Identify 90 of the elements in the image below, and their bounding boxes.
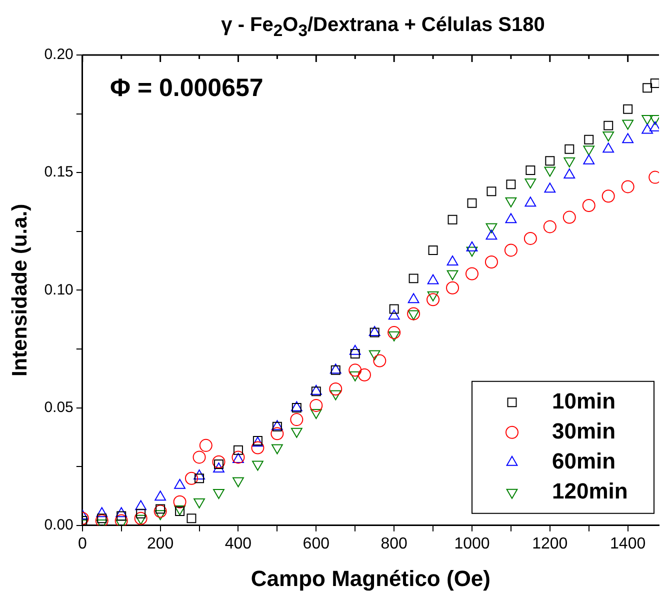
point [524,196,536,207]
point [388,326,401,340]
point [408,274,418,284]
point [389,304,399,314]
x-tick-label: 1200 [532,535,568,552]
point [349,344,361,355]
point [174,478,186,489]
x-tick-label: 0 [78,535,87,552]
point [186,514,196,524]
point [192,450,206,464]
x-tick-label: 1000 [454,535,490,552]
point [604,120,614,130]
point [388,310,400,320]
point [116,507,128,518]
point [233,445,243,455]
point [290,413,304,426]
point [466,241,478,252]
point [544,182,556,193]
point [486,230,498,240]
point [232,453,244,464]
point [545,156,555,166]
point [270,427,284,440]
x-tick-label: 200 [146,535,174,552]
point [446,255,458,266]
point [564,144,574,154]
point [96,507,108,518]
point [465,267,478,280]
point [602,142,614,153]
point [582,199,596,212]
annotation: Φ = 0.000657 [110,74,264,103]
x-tick-label: 800 [380,535,408,552]
point [505,213,517,224]
point [564,168,576,178]
point [427,274,439,284]
y-tick-label: 0.20 [44,46,74,64]
legend-label: 30min [552,418,616,444]
point [348,364,362,377]
x-tick-label: 600 [302,535,330,552]
point [134,512,148,525]
point [428,245,438,255]
y-tick-label: 0.00 [44,516,74,534]
point [642,124,654,134]
y-tick-label: 0.15 [44,164,74,181]
x-tick-label: 1400 [610,535,646,552]
point [199,438,212,452]
point [329,382,342,396]
legend-label: 10min [552,388,616,414]
point [446,281,460,294]
point [426,293,440,306]
point [358,368,371,382]
point [114,514,128,526]
y-tick-label: 0.05 [44,398,74,416]
point [602,190,615,203]
legend-label: 120min [552,478,628,504]
point [526,166,536,175]
point [467,198,477,208]
point [154,490,166,501]
point [504,244,518,257]
point [524,232,537,245]
chart-title: γ - Fe$_{2}$O$_{3}$/Dextrana + Células S180 [220,14,546,41]
y-axis-title: Intensidade (u.a.) [8,204,32,377]
point [407,307,420,320]
point [486,186,496,196]
point [213,462,224,472]
point [154,504,167,518]
point [173,495,186,508]
point [310,398,323,412]
point [408,293,420,304]
x-tick-label: 400 [224,535,252,552]
x-axis-title: Campo Magnético (Oe) [250,566,490,591]
point [583,154,595,164]
point [622,133,634,144]
point [251,441,264,454]
point [543,220,556,234]
point [623,104,633,114]
point [506,180,516,190]
y-tick-label: 0.10 [44,281,74,298]
point [194,470,205,480]
point [484,255,498,268]
point [184,472,198,485]
point [621,180,634,194]
point [350,348,360,358]
point [642,83,652,93]
point [562,210,576,224]
legend-label: 60min [552,448,616,474]
point [448,214,458,224]
point [373,354,386,368]
point [194,474,204,484]
point [212,455,226,468]
point [584,134,594,144]
